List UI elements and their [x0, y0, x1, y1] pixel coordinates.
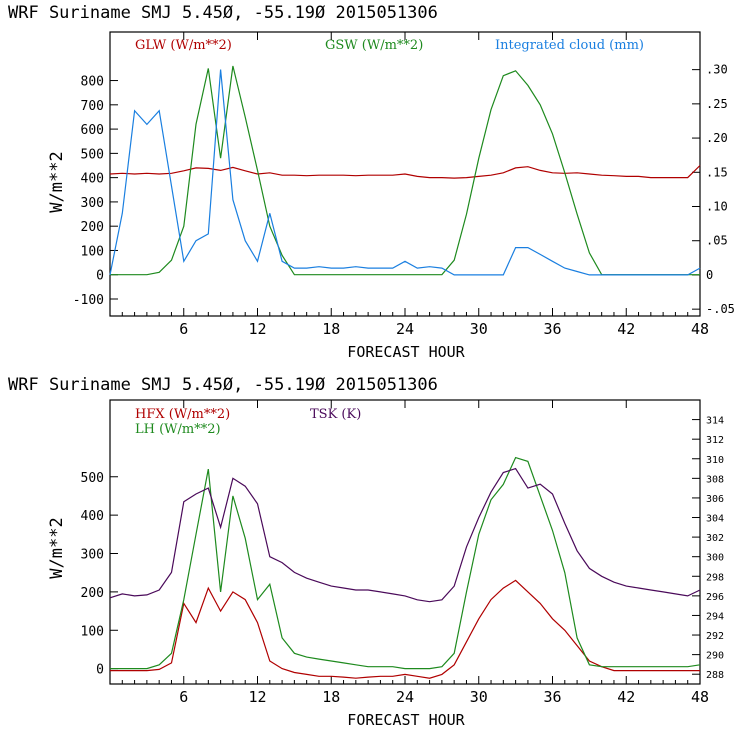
x-tick-label: 18 — [322, 320, 340, 338]
x-tick-label: 24 — [396, 688, 414, 706]
x-tick-label: 42 — [617, 320, 635, 338]
series-line-lh — [110, 456, 701, 670]
x-tick-label: 12 — [248, 320, 266, 338]
y-tick-label-right: 298 — [706, 572, 724, 583]
y-tick-label-right: 288 — [706, 670, 724, 681]
y-tick-label-left: 500 — [81, 471, 104, 486]
x-tick-label: 6 — [179, 320, 188, 338]
x-axis-label: FORECAST HOUR — [347, 343, 465, 361]
y-tick-label-right: .20 — [706, 131, 728, 145]
legend-cloud: Integrated cloud (mm) — [495, 38, 644, 53]
y-tick-label-left: 300 — [81, 196, 104, 211]
series-line-tsk — [109, 467, 701, 603]
top-panel: WRF Suriname SMJ 5.45Ø, -55.19Ø 20150513… — [8, 3, 735, 361]
bottom-panel: WRF Suriname SMJ 5.45Ø, -55.19Ø 20150513… — [8, 375, 724, 729]
x-tick-label: 48 — [691, 320, 709, 338]
y-tick-label-right: .30 — [706, 63, 728, 77]
legend-hfx: HFX (W/m**2) — [135, 407, 230, 422]
x-tick-label: 18 — [322, 688, 340, 706]
x-tick-label: 30 — [470, 688, 488, 706]
y-tick-label-right: -.05 — [706, 302, 735, 316]
y-tick-label-right: 310 — [706, 455, 724, 466]
legend-tsk: TSK (K) — [310, 407, 361, 422]
legend-lh: LH (W/m**2) — [135, 422, 221, 437]
y-tick-label-right: 300 — [706, 553, 724, 564]
x-tick-label: 24 — [396, 320, 414, 338]
x-tick-label: 48 — [691, 688, 709, 706]
y-tick-label-right: .25 — [706, 97, 728, 111]
x-tick-label: 36 — [543, 688, 561, 706]
y-tick-label-right: 306 — [706, 494, 724, 505]
y-tick-label-left: 100 — [81, 624, 104, 639]
series-line-glw — [109, 165, 701, 179]
y-tick-label-right: 296 — [706, 592, 724, 603]
y-tick-label-right: 314 — [706, 416, 724, 427]
y-axis-label: W/m**2 — [47, 151, 67, 212]
y-tick-label-left: 200 — [81, 586, 104, 601]
chart-title: WRF Suriname SMJ 5.45Ø, -55.19Ø 20150513… — [8, 3, 438, 23]
y-tick-label-left: 700 — [81, 99, 104, 114]
y-tick-label-right: 302 — [706, 533, 724, 544]
plot-frame — [109, 399, 701, 685]
y-tick-label-left: 400 — [81, 172, 104, 187]
y-tick-label-left: 100 — [81, 244, 104, 259]
y-tick-label-right: 0 — [706, 268, 713, 282]
y-tick-label-left: 0 — [96, 663, 104, 678]
legend-glw: GLW (W/m**2) — [135, 38, 232, 53]
x-tick-label: 36 — [543, 320, 561, 338]
y-tick-label-left: 400 — [81, 509, 104, 524]
series-line-gsw — [110, 65, 700, 276]
y-tick-label-right: .10 — [706, 200, 728, 214]
x-tick-label: 42 — [617, 688, 635, 706]
y-tick-label-left: -100 — [73, 293, 104, 308]
y-tick-label-right: 290 — [706, 651, 724, 662]
x-tick-label: 6 — [179, 688, 188, 706]
y-tick-label-right: 304 — [706, 514, 724, 525]
x-axis-label: FORECAST HOUR — [347, 711, 465, 729]
y-tick-label-right: .15 — [706, 165, 728, 179]
y-tick-label-right: 308 — [706, 474, 724, 485]
legend-gsw: GSW (W/m**2) — [325, 38, 423, 53]
y-tick-label-left: 0 — [96, 269, 104, 284]
y-tick-label-left: 500 — [81, 147, 104, 162]
y-tick-label-left: 300 — [81, 548, 104, 563]
y-tick-label-right: 312 — [706, 435, 724, 446]
x-tick-label: 12 — [248, 688, 266, 706]
y-tick-label-left: 200 — [81, 220, 104, 235]
series-line-hfx — [110, 579, 700, 679]
y-tick-label-right: .05 — [706, 234, 728, 248]
series-line-integrated — [109, 69, 701, 276]
chart-title: WRF Suriname SMJ 5.45Ø, -55.19Ø 20150513… — [8, 375, 438, 395]
y-tick-label-left: 600 — [81, 123, 104, 138]
y-tick-label-left: 800 — [81, 75, 104, 90]
y-tick-label-right: 292 — [706, 631, 724, 642]
x-tick-label: 30 — [470, 320, 488, 338]
y-tick-label-right: 294 — [706, 611, 724, 622]
y-axis-label: W/m**2 — [47, 517, 67, 578]
